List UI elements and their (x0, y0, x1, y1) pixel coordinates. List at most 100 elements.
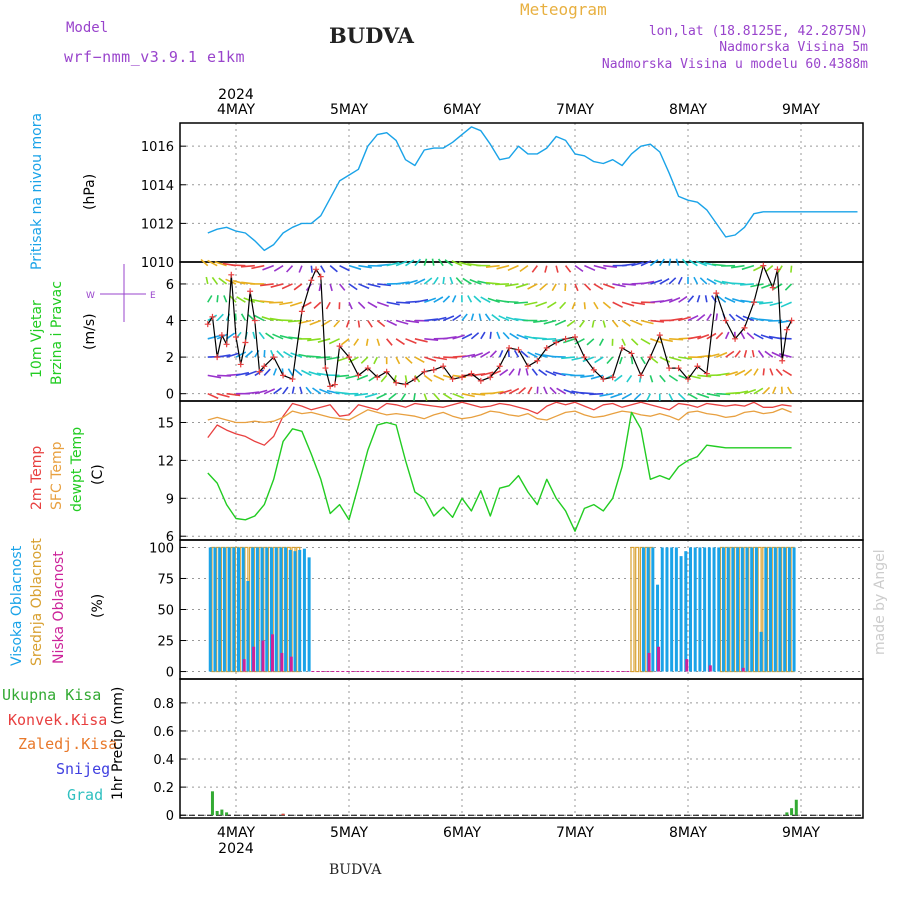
wind-arrow (602, 301, 612, 309)
cloud-high-bar (689, 547, 692, 672)
wind-arrow (706, 278, 717, 285)
pressure-line (207, 126, 858, 252)
wind-gust-mark (364, 365, 371, 372)
wind-arrow (669, 317, 683, 322)
wind-arrow (640, 260, 652, 267)
cloud-high-bar (769, 547, 773, 672)
wind-arrow (226, 392, 241, 397)
y-tick-label: 1010 (141, 256, 174, 271)
cloud-high-bar (227, 547, 231, 672)
wind-arrow (244, 350, 253, 358)
wind-gust-mark (524, 363, 531, 370)
precip-total-bar (794, 799, 798, 816)
cloud-mid-bar (630, 546, 635, 673)
cloud-high-bar (241, 547, 245, 672)
wind-arrow (316, 356, 331, 359)
cloud-high-bar (787, 547, 791, 672)
wind-arrow (252, 331, 256, 340)
wind-arrow (760, 334, 773, 340)
wind-arrow (640, 319, 654, 325)
wind-arrow (461, 392, 475, 398)
wind-arrow (433, 356, 448, 361)
y-tick-label: 2 (166, 351, 174, 366)
year-label-top: 2024 (218, 87, 254, 103)
wind-arrow (593, 264, 607, 270)
wind-arrow (678, 295, 688, 303)
wind-arrow (376, 338, 381, 346)
wind-gust-mark (694, 363, 701, 370)
wind-arrow (533, 319, 547, 323)
wind-arrow (226, 332, 236, 340)
cloud-low-bar (289, 656, 293, 672)
cloud-high-bar (674, 547, 678, 672)
wind-arrow (480, 296, 491, 303)
cloud-high-bar (260, 547, 264, 672)
day-label-top: 6MAY (443, 102, 481, 118)
credit-label: made by Angel (872, 549, 888, 655)
wind-arrow (431, 258, 435, 266)
day-label-top: 5MAY (330, 102, 368, 118)
wind-gust-mark (675, 365, 682, 372)
y-tick-label: 100 (149, 541, 174, 556)
wind-arrow (735, 314, 745, 322)
wind-arrow (535, 301, 548, 308)
wind-arrow (200, 258, 209, 267)
wind-gust-mark (411, 376, 418, 383)
wind-arrow (491, 314, 501, 322)
wind-gust-mark (628, 350, 635, 357)
wind-arrow (386, 319, 398, 327)
wind-arrow (586, 338, 595, 346)
day-label-top: 8MAY (669, 102, 707, 118)
wind-arrow (207, 392, 219, 400)
cloud-low-bar (647, 652, 651, 672)
wind-arrow (591, 320, 595, 328)
wind-arrow (388, 393, 397, 401)
wind-arrow (668, 258, 672, 266)
panel-frame (179, 122, 864, 263)
wind-gust-mark (703, 370, 710, 377)
wind-arrow (777, 337, 792, 340)
wind-gust-mark (741, 324, 748, 331)
wind-arrow (338, 283, 346, 291)
wind-arrow (499, 389, 512, 395)
wind-arrow (706, 313, 712, 321)
day-label-bottom: 4MAY (217, 825, 255, 841)
wind-arrow (602, 283, 615, 289)
wind-gust-mark (336, 343, 343, 350)
cloud-high-bar (255, 547, 259, 672)
wind-arrow (455, 277, 463, 285)
y-tick-label: 25 (157, 635, 174, 650)
precip-item-conv: Konvek.Kisa (8, 711, 108, 729)
wind-arrow (630, 338, 639, 346)
wind-arrow (622, 283, 636, 286)
wind-arrow (272, 333, 284, 340)
wind-arrow (769, 301, 783, 307)
cloud-low-bar (657, 646, 661, 672)
precip-total-bar (215, 810, 219, 816)
wind-arrow (659, 278, 670, 285)
wind-gust-mark (374, 374, 381, 381)
wind-arrow (551, 355, 566, 358)
cloud-high-bar (656, 584, 660, 672)
cloud-high-bar (721, 547, 725, 672)
cloud-high-bar (726, 547, 730, 672)
wind-arrow (646, 393, 652, 401)
wind-arrow (281, 283, 293, 290)
wind-arrow (531, 368, 538, 376)
wind-arrow (373, 356, 378, 365)
wind-arrow (696, 313, 706, 322)
wind-arrow (307, 338, 321, 342)
wind-arrow (309, 319, 322, 326)
wind-arrow (354, 392, 368, 397)
wind-arrow (451, 260, 463, 267)
wind-arrow (566, 319, 576, 327)
wind-gust-mark (788, 317, 795, 324)
cloud-low-bar (242, 659, 246, 672)
wind-arrow (584, 264, 596, 272)
wind-arrow (561, 356, 576, 360)
wind-arrow (519, 265, 529, 273)
wind-arrow (452, 392, 464, 399)
wind-arrow (404, 375, 408, 383)
wind-arrow (753, 387, 764, 395)
wind-arrow (687, 295, 695, 303)
